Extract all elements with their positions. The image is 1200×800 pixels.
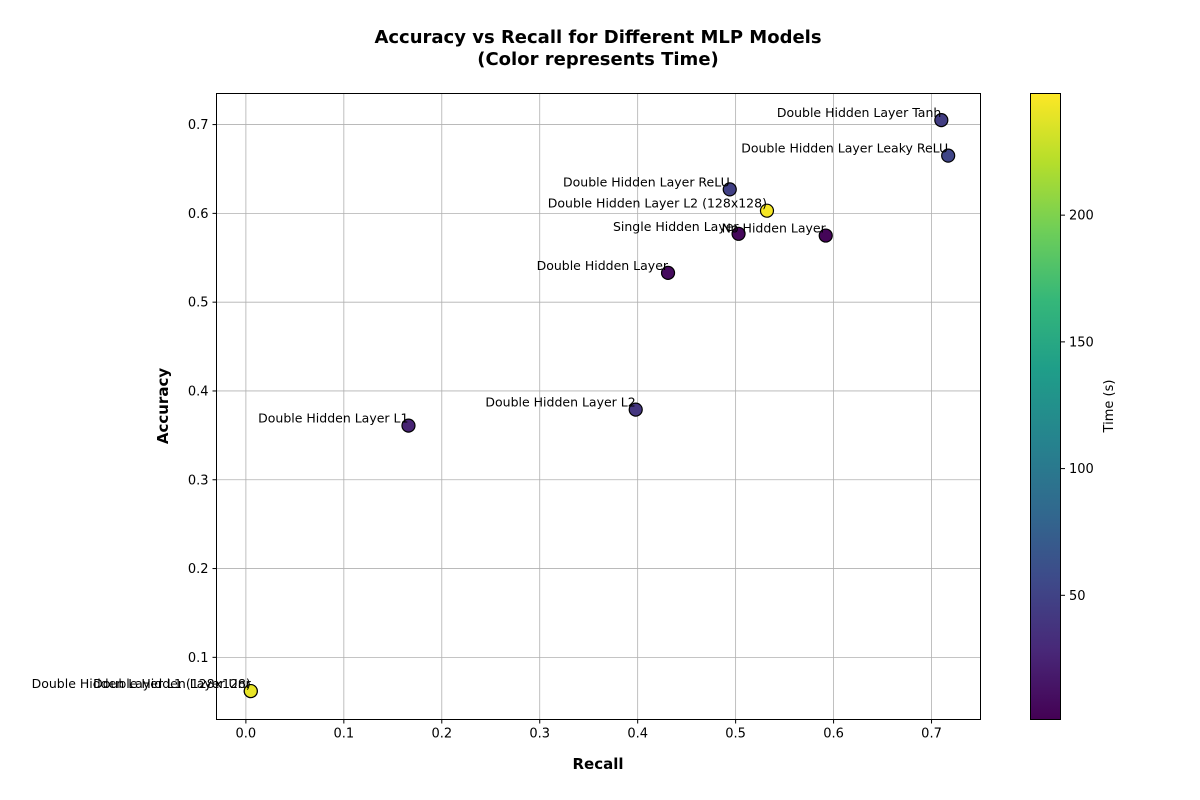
x-tick-label: 0.2 — [431, 727, 452, 742]
colorbar-ticks: 50 100 150 200 — [1060, 209, 1094, 604]
x-axis-ticks: 0.0 0.1 0.2 0.3 0.4 0.5 0.6 0.7 — [236, 719, 942, 742]
x-tick-label: 0.4 — [627, 727, 648, 742]
chart-title: Accuracy vs Recall for Different MLP Mod… — [374, 27, 821, 48]
y-tick-label: 0.4 — [188, 384, 209, 399]
point-label: Double Hidden Layer Leaky ReLU — [741, 141, 948, 156]
x-tick-label: 0.6 — [823, 727, 844, 742]
y-tick-label: 0.7 — [188, 118, 209, 133]
plot-frame — [216, 93, 981, 720]
data-point — [628, 402, 643, 417]
chart-subtitle: (Color represents Time) — [477, 49, 719, 70]
point-label: Double Hidden Layer L2 (128x128) — [548, 196, 767, 211]
point-label: Double Hidden Layer L2 — [485, 395, 635, 410]
point-label: Double Hidden Layer — [537, 258, 669, 273]
data-point — [818, 228, 833, 243]
point-label: Double Hidden Layer Tanh — [777, 105, 942, 120]
colorbar — [1030, 93, 1061, 720]
point-labels: Double Hidden Layer Tanh Double Hidden La… — [32, 105, 949, 691]
data-point — [243, 683, 258, 699]
colorbar-label: Time (s) — [1102, 380, 1117, 434]
y-tick-label: 0.6 — [188, 207, 209, 222]
colorbar-tick-label: 100 — [1069, 462, 1094, 477]
colorbar-tick-label: 200 — [1069, 209, 1094, 224]
data-point — [731, 226, 746, 241]
data-point — [401, 418, 416, 433]
x-axis-label: Recall — [572, 755, 623, 773]
colorbar-tick-label: 50 — [1069, 589, 1086, 604]
data-point — [660, 265, 676, 280]
y-tick-label: 0.3 — [188, 473, 209, 488]
x-tick-label: 0.0 — [236, 727, 257, 742]
y-tick-label: 0.2 — [188, 562, 209, 577]
data-points — [243, 113, 956, 699]
y-tick-label: 0.1 — [188, 651, 209, 666]
y-axis-ticks: 0.1 0.2 0.3 0.4 0.5 0.6 0.7 — [188, 118, 217, 666]
x-tick-label: 0.1 — [333, 727, 354, 742]
colorbar-tick-label: 150 — [1069, 335, 1094, 350]
x-tick-label: 0.5 — [725, 727, 746, 742]
data-point — [941, 148, 956, 163]
data-point — [759, 203, 775, 218]
point-label: Double Hidden Layer L1 (128x128) — [32, 676, 251, 691]
x-tick-label: 0.3 — [529, 727, 550, 742]
y-axis-label: Accuracy — [154, 368, 172, 444]
point-label: Single Hidden Layer — [613, 219, 739, 234]
point-label: No Hidden Layer — [722, 221, 827, 236]
data-point — [934, 113, 949, 128]
point-label: Double Hidden Layer L1 — [258, 411, 408, 426]
y-tick-label: 0.5 — [188, 296, 209, 311]
point-label: Double Hidden Layer Unr — [93, 676, 251, 691]
point-label: Double Hidden Layer ReLU — [563, 174, 730, 189]
x-tick-label: 0.7 — [921, 727, 942, 742]
data-point — [722, 182, 737, 197]
